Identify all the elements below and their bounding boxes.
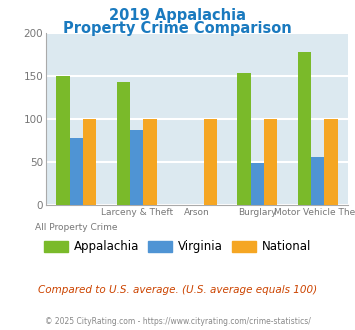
Text: Burglary: Burglary: [238, 208, 277, 217]
Text: Motor Vehicle Theft: Motor Vehicle Theft: [274, 208, 355, 217]
Bar: [324, 119, 338, 205]
Legend: Appalachia, Virginia, National: Appalachia, Virginia, National: [39, 236, 316, 258]
Bar: [311, 156, 324, 205]
Text: Larceny & Theft: Larceny & Theft: [100, 208, 173, 217]
Bar: [204, 119, 217, 205]
Text: © 2025 CityRating.com - https://www.cityrating.com/crime-statistics/: © 2025 CityRating.com - https://www.city…: [45, 317, 310, 326]
Bar: [117, 82, 130, 205]
Text: Property Crime Comparison: Property Crime Comparison: [63, 21, 292, 36]
Bar: [130, 130, 143, 205]
Bar: [237, 73, 251, 205]
Text: All Property Crime: All Property Crime: [35, 223, 118, 232]
Bar: [264, 119, 277, 205]
Text: Arson: Arson: [184, 208, 210, 217]
Bar: [143, 119, 157, 205]
Bar: [70, 138, 83, 205]
Bar: [251, 163, 264, 205]
Bar: [56, 76, 70, 205]
Bar: [298, 52, 311, 205]
Bar: [83, 119, 96, 205]
Text: Compared to U.S. average. (U.S. average equals 100): Compared to U.S. average. (U.S. average …: [38, 285, 317, 295]
Text: 2019 Appalachia: 2019 Appalachia: [109, 8, 246, 23]
